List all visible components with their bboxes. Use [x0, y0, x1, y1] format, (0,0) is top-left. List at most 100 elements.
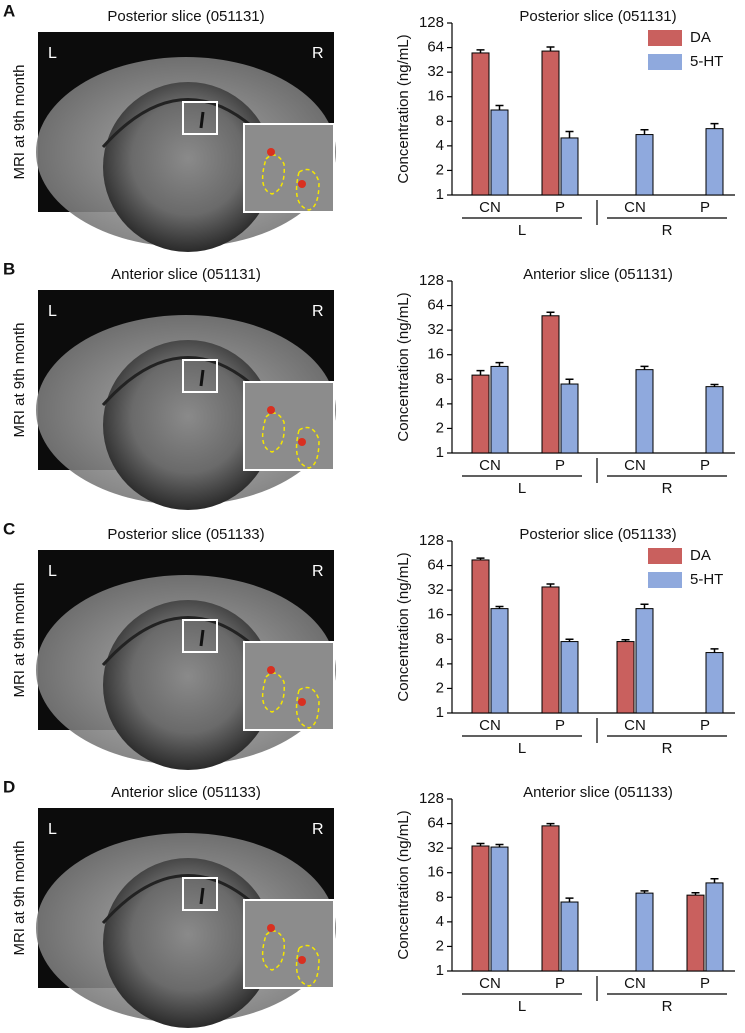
bar	[705, 882, 724, 972]
mri-brain	[103, 600, 273, 770]
electrode-tip	[298, 698, 306, 706]
y-tick-label: 2	[436, 419, 444, 436]
y-tick-label: 8	[436, 630, 444, 647]
x-tick-label: CN	[624, 975, 646, 992]
panel-letter: B	[3, 259, 15, 278]
image-left-label: L	[48, 821, 57, 838]
bar	[541, 50, 560, 196]
group-label: L	[518, 740, 526, 757]
bar	[490, 846, 509, 972]
roi-box	[182, 877, 218, 911]
group-label: L	[518, 480, 526, 497]
x-tick-label: P	[555, 199, 565, 216]
y-axis-label: Concentration (ng/mL)	[395, 292, 412, 441]
electrode-tip	[298, 180, 306, 188]
y-axis-label: Concentration (ng/mL)	[395, 34, 412, 183]
y-tick-label: 64	[427, 815, 444, 832]
bar	[471, 374, 490, 454]
bar	[560, 901, 579, 972]
y-tick-label: 128	[419, 532, 444, 549]
image-title: Anterior slice (051131)	[111, 266, 261, 283]
bar	[490, 608, 509, 714]
bar	[635, 369, 654, 454]
y-tick-label: 64	[427, 557, 444, 574]
x-tick-label: CN	[479, 717, 501, 734]
y-tick-label: 2	[436, 161, 444, 178]
group-label: L	[518, 222, 526, 239]
inset-outline	[261, 154, 285, 195]
roi-track	[199, 111, 205, 129]
mri-brain	[103, 858, 273, 1028]
image-right-label: R	[312, 303, 324, 320]
y-tick-label: 4	[436, 395, 444, 412]
y-tick-label: 1	[436, 704, 444, 721]
inset-image	[243, 123, 335, 213]
bar	[471, 52, 490, 196]
chart-title: Posterior slice (051133)	[519, 526, 676, 543]
error-bar	[495, 361, 504, 367]
image-title: Posterior slice (051131)	[107, 8, 264, 25]
y-tick-label: 16	[427, 864, 444, 881]
y-tick-label: 1	[436, 186, 444, 203]
bar	[635, 892, 654, 972]
error-bar	[640, 129, 649, 135]
image-ylabel: MRI at 9th month	[11, 582, 28, 697]
x-tick-label: P	[555, 717, 565, 734]
y-tick-label: 32	[427, 63, 444, 80]
y-axis-label: Concentration (ng/mL)	[395, 552, 412, 701]
inset-image	[243, 381, 335, 471]
bar	[686, 894, 705, 972]
x-tick-label: CN	[624, 717, 646, 734]
roi-box	[182, 101, 218, 135]
y-tick-label: 1	[436, 444, 444, 461]
error-bar	[710, 648, 719, 653]
bar	[635, 608, 654, 714]
legend-label: DA	[690, 29, 711, 46]
mri-brain	[103, 82, 273, 252]
x-tick-label: P	[700, 975, 710, 992]
y-tick-label: 16	[427, 346, 444, 363]
bar	[541, 825, 560, 972]
chart-title: Posterior slice (051131)	[519, 8, 676, 25]
bar	[541, 315, 560, 454]
error-bar	[565, 378, 574, 385]
y-tick-label: 8	[436, 888, 444, 905]
electrode-tip	[267, 148, 275, 156]
error-bar	[565, 897, 574, 903]
image-title: Posterior slice (051133)	[107, 526, 264, 543]
electrode-tip	[298, 438, 306, 446]
legend-label: 5-HT	[690, 571, 723, 588]
x-tick-label: CN	[624, 199, 646, 216]
panel-letter: C	[3, 519, 15, 538]
bar	[471, 845, 490, 972]
panel-letter: D	[3, 777, 15, 796]
error-bar	[565, 130, 574, 138]
y-tick-label: 2	[436, 679, 444, 696]
roi-track	[199, 369, 205, 387]
image-left-label: L	[48, 45, 57, 62]
image-right-label: R	[312, 563, 324, 580]
group-label: L	[518, 998, 526, 1015]
roi-box	[182, 359, 218, 393]
chart-title: Anterior slice (051131)	[523, 266, 673, 283]
y-tick-label: 1	[436, 962, 444, 979]
bar	[560, 383, 579, 454]
electrode-tip	[298, 956, 306, 964]
panel-letter: A	[3, 1, 15, 20]
legend-swatch	[648, 54, 682, 70]
inset-outline	[261, 412, 285, 453]
image-ylabel: MRI at 9th month	[11, 64, 28, 179]
y-tick-label: 128	[419, 272, 444, 289]
inset-outline	[261, 930, 285, 971]
bar	[705, 386, 724, 454]
y-tick-label: 8	[436, 370, 444, 387]
legend-label: 5-HT	[690, 53, 723, 70]
electrode-tip	[267, 924, 275, 932]
y-tick-label: 4	[436, 913, 444, 930]
roi-track	[199, 629, 205, 647]
group-label: R	[662, 480, 673, 497]
group-label: R	[662, 222, 673, 239]
electrode-tip	[267, 666, 275, 674]
inset-image	[243, 641, 335, 731]
bar	[560, 641, 579, 714]
